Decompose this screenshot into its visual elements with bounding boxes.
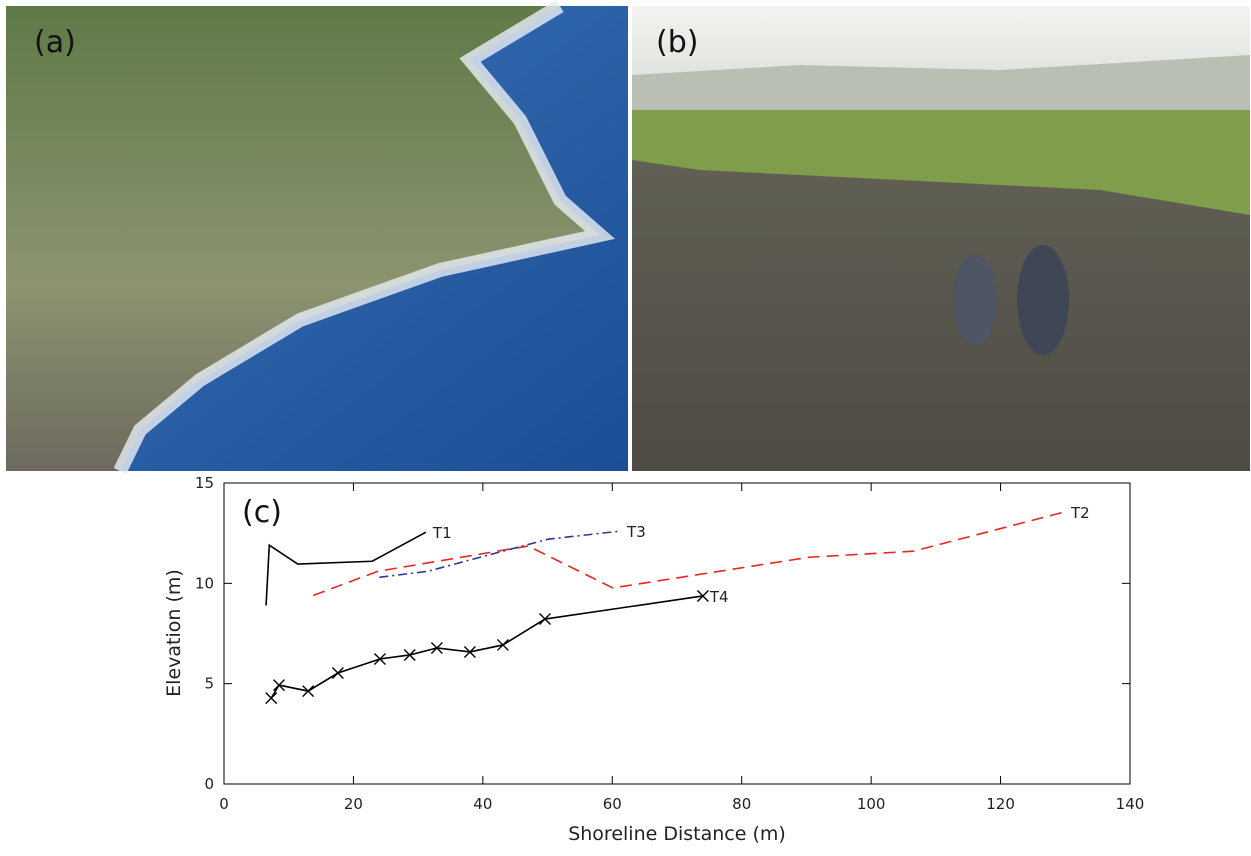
- photo-b: (b): [632, 6, 1250, 471]
- x-tick-label: 40: [473, 795, 492, 813]
- y-tick-label: 15: [195, 474, 214, 492]
- x-tick-label: 0: [219, 795, 229, 813]
- y-tick-label: 5: [204, 675, 214, 693]
- x-tick-label: 100: [857, 795, 886, 813]
- data-point: [332, 668, 343, 679]
- series-label: T4: [709, 588, 729, 606]
- series-line: [266, 532, 426, 605]
- x-tick-label: 80: [732, 795, 751, 813]
- x-tick-label: 140: [1116, 795, 1145, 813]
- x-tick-label: 120: [986, 795, 1015, 813]
- y-tick-label: 10: [195, 574, 214, 592]
- series-label: T1: [432, 524, 452, 542]
- x-tick-label: 20: [344, 795, 363, 813]
- data-point: [266, 693, 277, 704]
- panel-label: (a): [34, 25, 76, 60]
- figure: (a) (b) (c) Shoreline Distance (m) Eleva…: [0, 0, 1251, 852]
- series-label: T2: [1070, 504, 1090, 522]
- y-tick-label: 0: [204, 775, 214, 793]
- photo-a: (a): [6, 6, 628, 471]
- x-tick-label: 60: [603, 795, 622, 813]
- x-axis-label: Shoreline Distance (m): [568, 823, 786, 845]
- series-line: [313, 512, 1064, 595]
- plot-frame: [224, 483, 1130, 784]
- panel-label: (b): [656, 25, 698, 60]
- data-point: [497, 639, 508, 650]
- series-line: [271, 596, 703, 698]
- series-label: T3: [626, 523, 646, 541]
- panel-label: (c): [242, 495, 282, 530]
- chart: (c) Shoreline Distance (m) Elevation (m)…: [163, 474, 1144, 845]
- y-axis-label: Elevation (m): [163, 569, 185, 697]
